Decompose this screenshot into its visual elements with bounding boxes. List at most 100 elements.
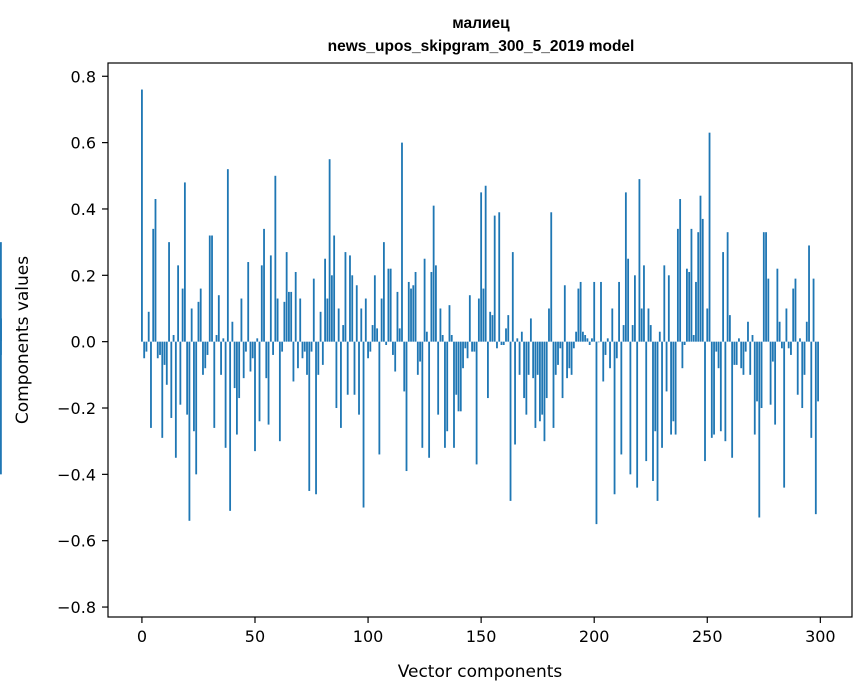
bar [704, 341, 706, 462]
bar [446, 341, 449, 432]
bar [792, 288, 795, 342]
bar [484, 185, 487, 342]
bar [392, 341, 394, 355]
bar [154, 199, 157, 342]
bar [597, 341, 600, 343]
bar [380, 298, 383, 342]
bar [362, 341, 365, 508]
bar [602, 341, 605, 382]
bar [477, 298, 480, 342]
y-tick-label: 0.8 [71, 67, 96, 86]
bar [679, 199, 682, 342]
bar [333, 235, 336, 342]
bar [161, 341, 164, 438]
bar [459, 341, 462, 412]
bar [509, 341, 512, 501]
bar [401, 142, 403, 342]
bar [731, 341, 734, 458]
bar [152, 228, 155, 342]
bar [342, 325, 345, 342]
plot-frame [107, 62, 853, 618]
bar [647, 308, 650, 342]
bar [706, 308, 709, 342]
bar [238, 341, 241, 399]
bar [595, 341, 598, 525]
bar [419, 341, 421, 362]
x-tick-label: 200 [579, 627, 610, 646]
bar [204, 341, 207, 369]
x-tick-label: 100 [353, 627, 384, 646]
bar [758, 341, 761, 518]
bar [787, 341, 790, 349]
bar [308, 341, 311, 491]
bar [141, 89, 143, 342]
bar [548, 308, 550, 342]
bar [672, 341, 675, 422]
bar [717, 341, 720, 369]
bar [518, 341, 521, 375]
x-tick-label: 250 [692, 627, 723, 646]
bar [500, 341, 503, 345]
bar [606, 338, 609, 342]
bar [545, 341, 548, 399]
bar [145, 341, 148, 352]
bar [432, 205, 435, 342]
bar [303, 341, 306, 352]
bar [179, 341, 182, 405]
bar [439, 308, 442, 342]
bar [785, 308, 788, 342]
bar [487, 341, 489, 399]
bar [511, 252, 514, 342]
bar [376, 328, 379, 342]
y-axis: −0.8 −0.6 −0.4 −0.2 0.0 0.2 0.4 0.6 0.8 [57, 67, 108, 617]
bar [751, 335, 754, 342]
bar [269, 255, 272, 342]
bar [464, 341, 467, 349]
bar [796, 341, 799, 395]
bar [559, 341, 562, 349]
bar [514, 341, 516, 445]
bar [251, 341, 254, 359]
bar [656, 341, 659, 501]
bar [330, 275, 333, 342]
bar [771, 341, 774, 362]
bar [760, 341, 763, 409]
bar [195, 341, 198, 475]
bar [258, 341, 261, 422]
bar [263, 228, 265, 342]
bar [312, 278, 315, 342]
bar [378, 341, 381, 455]
bar [425, 331, 428, 342]
bar [215, 335, 218, 342]
bar [674, 341, 677, 435]
bar [326, 298, 329, 342]
bar [805, 321, 808, 342]
bar [536, 341, 539, 375]
bar [231, 321, 234, 342]
bar [453, 341, 455, 448]
bar [618, 281, 620, 342]
bar [0, 242, 2, 342]
bar [701, 218, 704, 342]
bar [713, 341, 715, 435]
bar [156, 341, 159, 359]
bar [667, 275, 670, 342]
bar [403, 341, 406, 392]
bar [407, 281, 410, 342]
y-tick-label: 0.6 [71, 134, 96, 153]
y-axis-label: Components values [13, 256, 33, 424]
bar [699, 195, 702, 342]
bar [405, 341, 408, 472]
bar [735, 341, 738, 365]
bar [211, 235, 213, 342]
bar [568, 341, 571, 369]
bar [147, 311, 150, 342]
bar [385, 341, 388, 345]
bar [462, 341, 464, 369]
y-tick-label: −0.8 [57, 598, 96, 617]
chart-title: малиец [452, 15, 510, 32]
bar [654, 341, 657, 432]
bar [670, 341, 672, 435]
bar [611, 308, 614, 342]
